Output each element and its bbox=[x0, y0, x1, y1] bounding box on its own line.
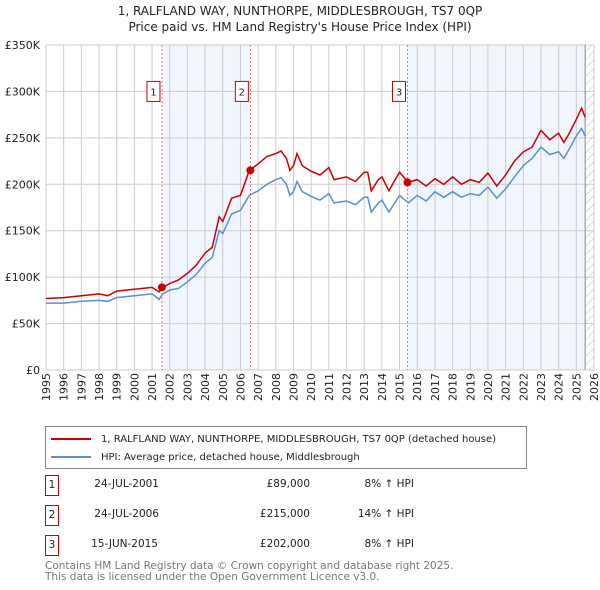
x-tick-label: 2023 bbox=[535, 373, 548, 401]
y-tick-label: £250K bbox=[5, 132, 41, 145]
x-tick-label: 2008 bbox=[270, 373, 283, 401]
footer: Contains HM Land Registry data © Crown c… bbox=[45, 561, 453, 583]
sale-date: 15-JUN-2015 bbox=[91, 538, 158, 550]
x-tick-label: 1995 bbox=[40, 373, 53, 401]
sale-badge: 2 bbox=[45, 505, 59, 526]
sale-date: 24-JUL-2001 bbox=[94, 478, 159, 490]
x-tick-label: 2003 bbox=[181, 373, 194, 401]
y-tick-label: £200K bbox=[5, 178, 41, 191]
x-tick-label: 2009 bbox=[287, 373, 300, 401]
x-tick-label: 2002 bbox=[164, 373, 177, 401]
series-line bbox=[46, 127, 586, 304]
x-tick-label: 2007 bbox=[252, 373, 265, 401]
x-tick-label: 2011 bbox=[323, 373, 336, 401]
sale-label: 3 bbox=[396, 87, 402, 98]
sale-badge: 1 bbox=[45, 475, 59, 496]
x-tick-label: 2012 bbox=[341, 373, 354, 401]
x-tick-label: 2005 bbox=[217, 373, 230, 401]
sale-label: 2 bbox=[239, 87, 245, 98]
x-tick-label: 2001 bbox=[146, 373, 159, 401]
sale-price: £215,000 bbox=[259, 508, 310, 520]
footer-copyright: Contains HM Land Registry data © Crown c… bbox=[45, 560, 454, 572]
legend-label: 1, RALFLAND WAY, NUNTHORPE, MIDDLESBROUG… bbox=[101, 433, 497, 445]
sale-badge: 3 bbox=[45, 535, 59, 556]
x-tick-label: 1998 bbox=[93, 373, 106, 401]
sale-point bbox=[403, 178, 412, 187]
x-tick-label: 2006 bbox=[234, 373, 247, 401]
shaded-period bbox=[407, 45, 586, 370]
x-tick-label: 2015 bbox=[394, 373, 407, 401]
price-chart: 1995 1996 1997 1998 1999 2000 2001 2002 2003 2004… bbox=[5, 39, 600, 401]
sale-label-box bbox=[146, 80, 161, 102]
legend-label: HPI: Average price, detached house, Midd… bbox=[101, 451, 360, 463]
x-tick-label: 2019 bbox=[464, 373, 477, 401]
x-tick-label: 2016 bbox=[411, 373, 424, 401]
x-tick-label: 2010 bbox=[305, 373, 318, 401]
x-tick-label: 1999 bbox=[111, 373, 124, 401]
x-tick-label: 2013 bbox=[358, 373, 371, 401]
x-tick-label: 1996 bbox=[58, 373, 71, 401]
x-tick-label: 2020 bbox=[482, 373, 495, 401]
x-tick-label: 2018 bbox=[447, 373, 460, 401]
y-tick-label: £300K bbox=[5, 85, 41, 98]
sale-hpi: 8% ↑ HPI bbox=[364, 538, 414, 550]
red-line-swatch bbox=[51, 438, 91, 440]
y-tick-label: £150K bbox=[5, 225, 41, 238]
sale-hpi: 8% ↑ HPI bbox=[364, 478, 414, 490]
x-tick-label: 2000 bbox=[128, 373, 141, 401]
blue-line-swatch bbox=[51, 456, 91, 458]
x-tick-label: 1997 bbox=[75, 373, 88, 401]
legend-item-hpi: HPI: Average price, detached house, Midd… bbox=[51, 449, 360, 465]
x-tick-label: 2022 bbox=[517, 373, 530, 401]
x-tick-label: 2021 bbox=[500, 373, 513, 401]
sale-date: 24-JUL-2006 bbox=[94, 508, 159, 520]
x-tick-label: 2017 bbox=[429, 373, 442, 401]
legend-item-property: 1, RALFLAND WAY, NUNTHORPE, MIDDLESBROUG… bbox=[51, 431, 496, 447]
x-tick-label: 2025 bbox=[570, 373, 583, 401]
x-tick-label: 2026 bbox=[588, 373, 600, 401]
footer-licence: This data is licensed under the Open Gov… bbox=[45, 571, 380, 583]
x-tick-label: 2004 bbox=[199, 373, 212, 401]
legend: 1, RALFLAND WAY, NUNTHORPE, MIDDLESBROUG… bbox=[45, 426, 527, 469]
sale-point bbox=[246, 166, 255, 175]
sale-price: £202,000 bbox=[259, 538, 310, 550]
x-tick-label: 2014 bbox=[376, 373, 389, 401]
chart-subtitle: Price paid vs. HM Land Registry's House … bbox=[128, 20, 472, 34]
y-tick-label: £100K bbox=[5, 271, 41, 284]
sale-label: 1 bbox=[150, 87, 156, 98]
sale-label-box bbox=[392, 80, 407, 102]
y-tick-label: £0 bbox=[26, 364, 40, 377]
sale-price: £89,000 bbox=[266, 478, 310, 490]
y-tick-label: £50K bbox=[12, 318, 41, 331]
sale-point bbox=[157, 283, 166, 292]
chart-title: 1, RALFLAND WAY, NUNTHORPE, MIDDLESBROUG… bbox=[117, 4, 483, 18]
forecast-hatch bbox=[585, 45, 594, 370]
sale-hpi: 14% ↑ HPI bbox=[357, 508, 414, 520]
y-tick-label: £350K bbox=[5, 39, 41, 52]
x-tick-label: 2024 bbox=[553, 373, 566, 401]
series-line bbox=[45, 106, 586, 300]
sale-label-box bbox=[234, 80, 249, 102]
